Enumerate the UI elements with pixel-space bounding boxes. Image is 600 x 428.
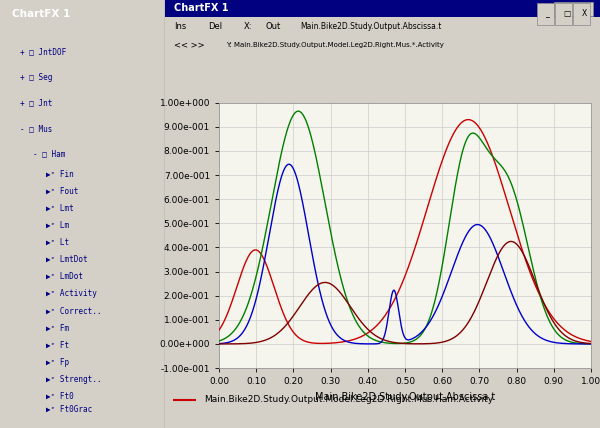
- Bar: [555, 3, 572, 25]
- Text: ▶ᵉ Fp: ▶ᵉ Fp: [46, 357, 70, 367]
- Text: ▶ᵉ LmtDot: ▶ᵉ LmtDot: [46, 255, 88, 264]
- Text: Main.Bike2D.Study.Output.Abscissa.t: Main.Bike2D.Study.Output.Abscissa.t: [300, 22, 441, 31]
- X-axis label: Main.Bike2D.Study.Output.Abscissa.t: Main.Bike2D.Study.Output.Abscissa.t: [315, 392, 495, 401]
- Text: Ins: Ins: [174, 22, 186, 31]
- Text: Out: Out: [265, 22, 280, 31]
- Bar: [537, 3, 554, 25]
- Text: ▶ᵉ Ft: ▶ᵉ Ft: [46, 340, 70, 350]
- Bar: [165, 0, 600, 17]
- Text: X:: X:: [244, 22, 252, 31]
- Bar: [573, 3, 590, 25]
- Bar: [554, 2, 566, 15]
- Text: Y: Main.Bike2D.Study.Output.Model.Leg2D.Right.Mus.*.Activity: Y: Main.Bike2D.Study.Output.Model.Leg2D.…: [226, 42, 444, 48]
- Text: ▶ᵉ Ft0Grac: ▶ᵉ Ft0Grac: [46, 404, 92, 414]
- Text: ChartFX 1: ChartFX 1: [12, 9, 70, 19]
- Text: << >>: << >>: [174, 41, 205, 50]
- Bar: [165, 17, 600, 36]
- Text: - □ Ham: - □ Ham: [33, 149, 65, 159]
- Text: ▶ᵉ Fout: ▶ᵉ Fout: [46, 186, 79, 196]
- Text: + □ Jnt: + □ Jnt: [20, 98, 52, 107]
- Text: □: □: [563, 9, 571, 18]
- Text: Del: Del: [209, 22, 223, 31]
- Bar: [568, 2, 580, 15]
- Text: ▶ᵉ Ft0: ▶ᵉ Ft0: [46, 392, 74, 401]
- Text: ▶ᵉ LmDot: ▶ᵉ LmDot: [46, 272, 83, 281]
- Text: + □ JntDOF: + □ JntDOF: [20, 47, 66, 56]
- Text: ▶ᵉ Fin: ▶ᵉ Fin: [46, 169, 74, 178]
- Text: ▶ᵉ Lt: ▶ᵉ Lt: [46, 238, 70, 247]
- Text: ▶ᵉ Correct..: ▶ᵉ Correct..: [46, 306, 102, 315]
- Text: ▶ᵉ Fm: ▶ᵉ Fm: [46, 323, 70, 333]
- Text: + □ Seg: + □ Seg: [20, 72, 52, 82]
- Text: ▶ᵉ Strengt..: ▶ᵉ Strengt..: [46, 374, 102, 384]
- Text: ChartFX 1: ChartFX 1: [174, 3, 228, 13]
- Text: _: _: [545, 9, 549, 18]
- Text: ▶ᵉ Lmt: ▶ᵉ Lmt: [46, 203, 74, 213]
- Bar: [165, 55, 600, 74]
- Text: X: X: [581, 9, 587, 18]
- Bar: [580, 2, 593, 15]
- Text: Main.Bike2D.Study.Output.Model.Leg2D.Right.Mus.Ham.Activity: Main.Bike2D.Study.Output.Model.Leg2D.Rig…: [204, 395, 493, 404]
- Text: ▶ᵉ Activity: ▶ᵉ Activity: [46, 289, 97, 298]
- Bar: [165, 36, 600, 55]
- Text: ▶ᵉ Lm: ▶ᵉ Lm: [46, 220, 70, 230]
- Text: - □ Mus: - □ Mus: [20, 124, 52, 133]
